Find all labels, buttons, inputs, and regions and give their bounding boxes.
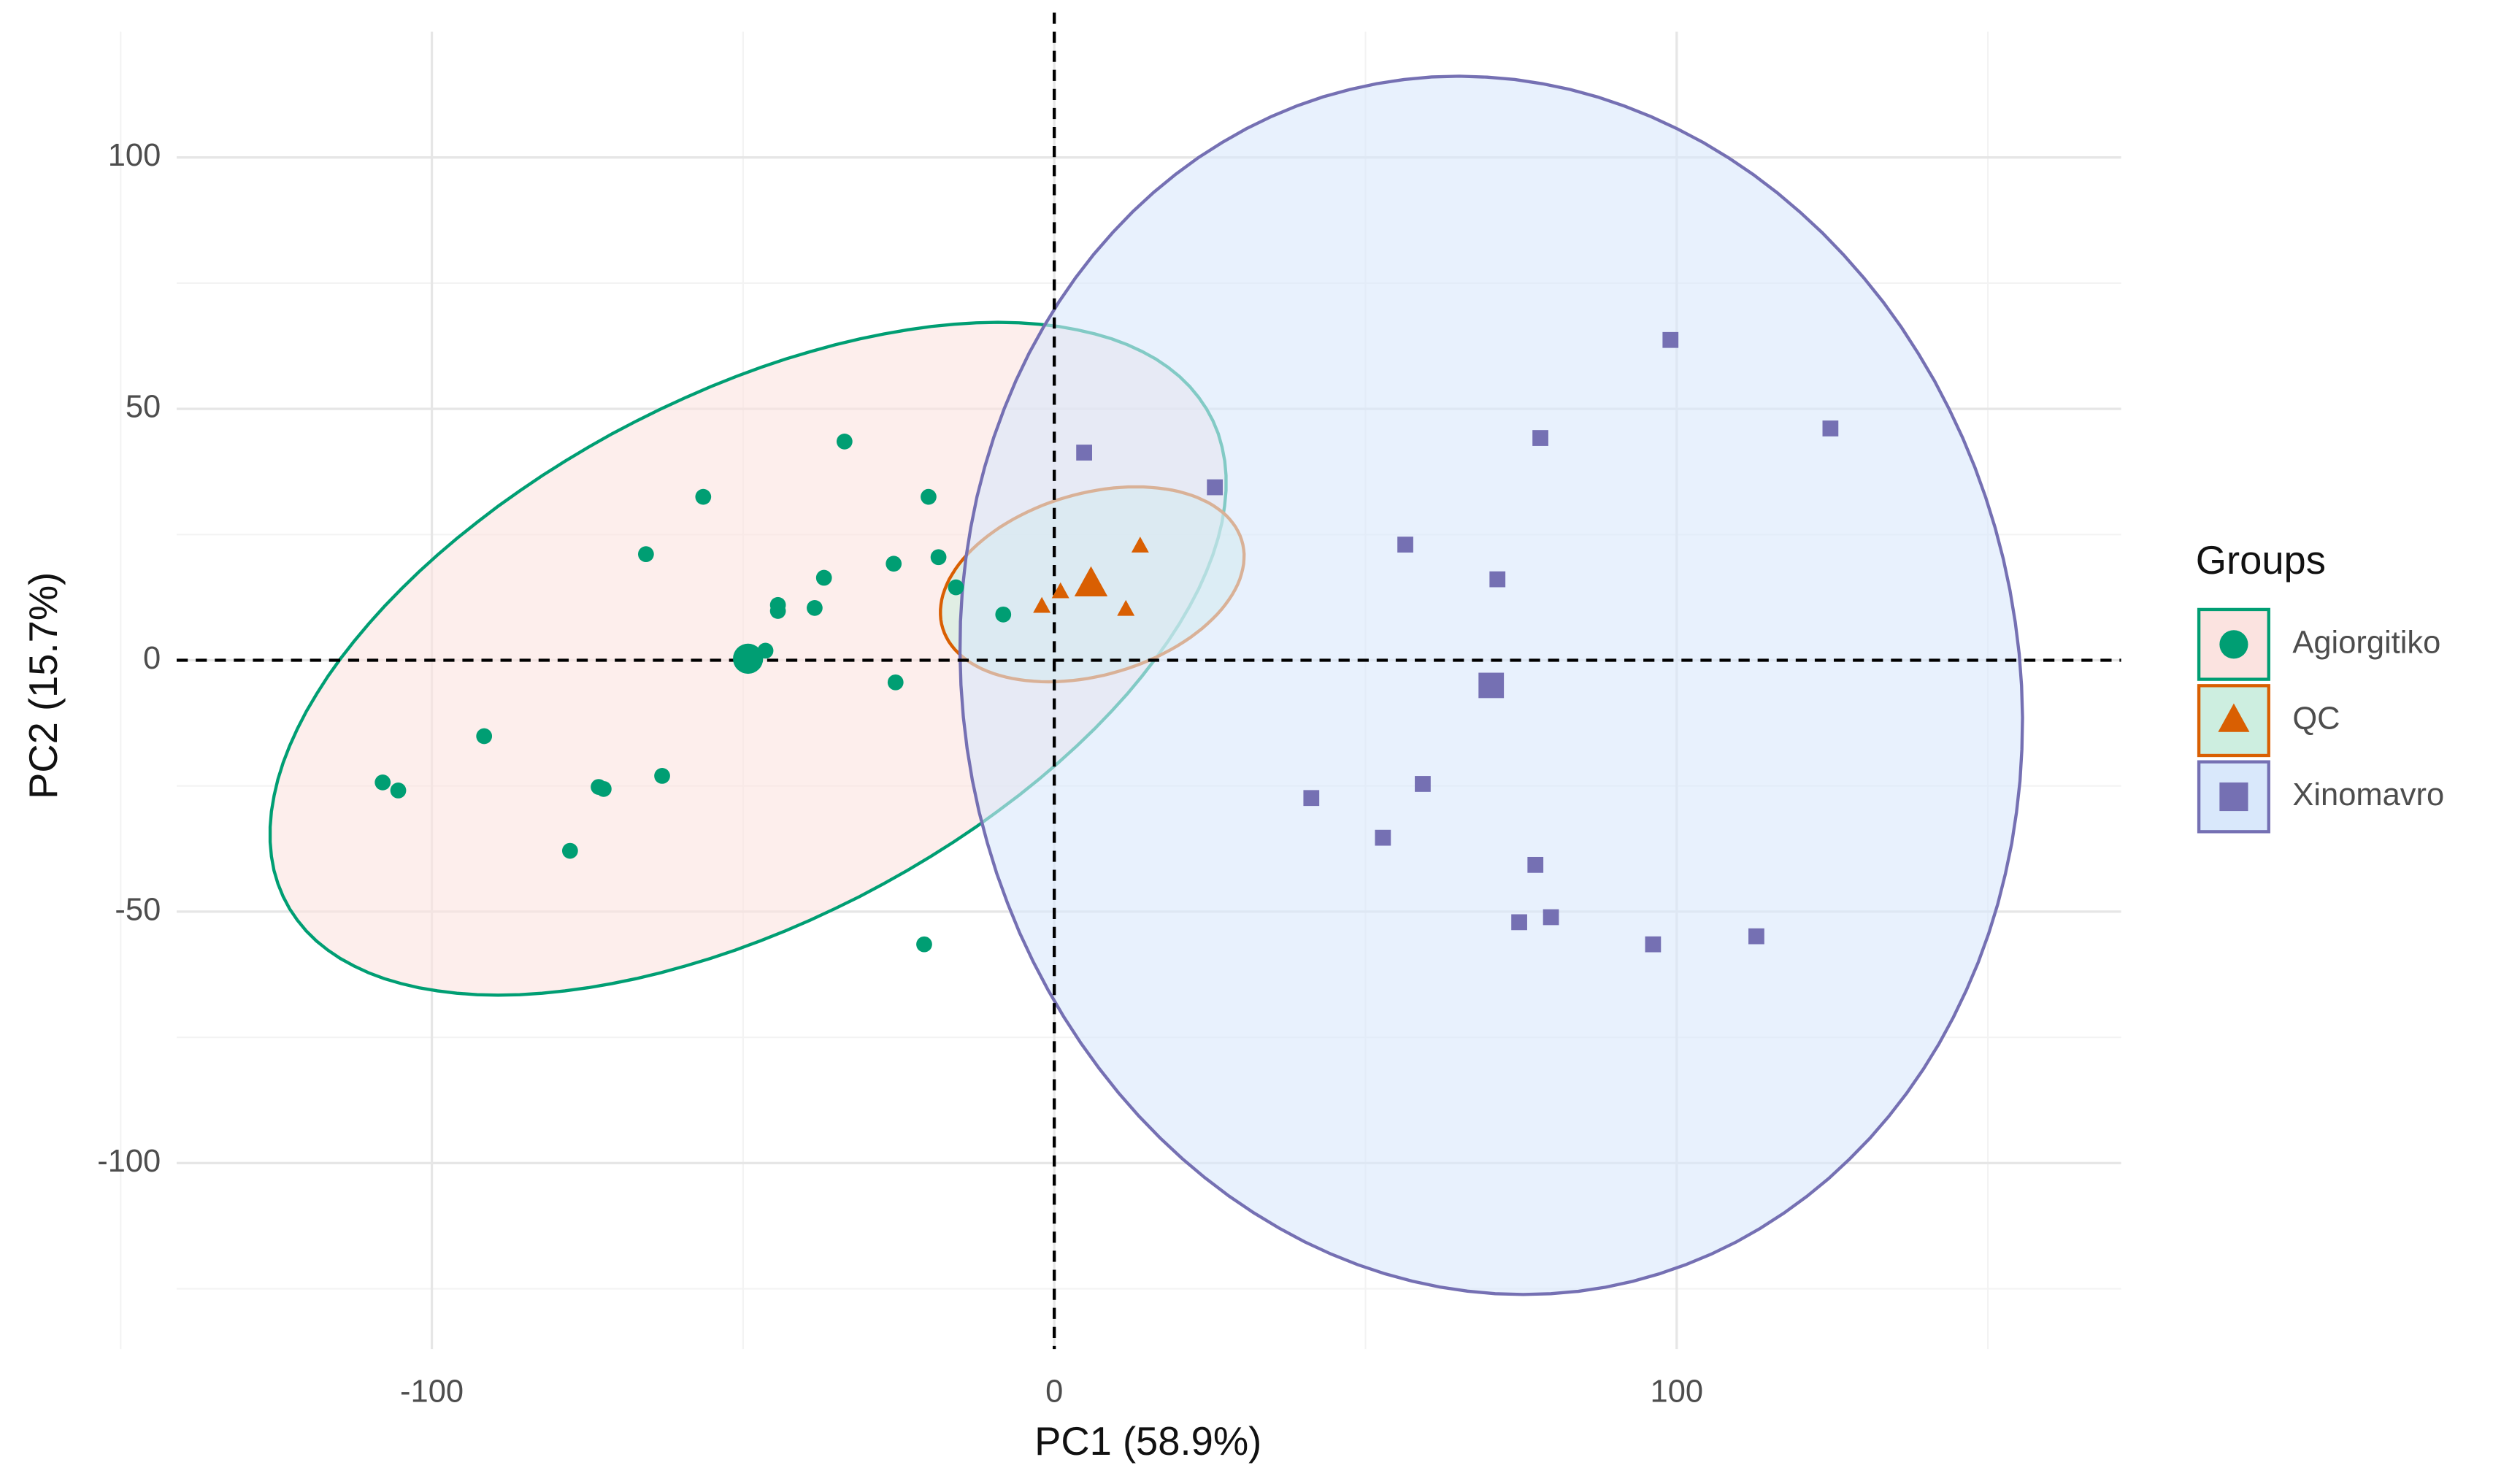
point	[1822, 420, 1839, 437]
x-axis-label: PC1 (58.9%)	[1034, 1419, 1261, 1464]
point	[695, 488, 712, 505]
point	[930, 549, 947, 566]
point	[1415, 776, 1431, 792]
point	[995, 606, 1012, 623]
y-axis-label: PC2 (15.7%)	[21, 572, 66, 799]
point	[815, 569, 832, 586]
x-tick-label: 0	[1045, 1375, 1063, 1410]
centroid	[1478, 672, 1505, 699]
point	[1375, 829, 1391, 846]
point	[1532, 430, 1548, 446]
y-tick-label: -100	[97, 1144, 161, 1179]
point	[1527, 856, 1544, 873]
point	[1033, 596, 1051, 613]
point	[1076, 445, 1092, 461]
point	[654, 768, 670, 784]
point	[807, 599, 823, 616]
legend-label: Xinomavro	[2292, 777, 2444, 812]
point	[1511, 914, 1527, 931]
zero-lines	[177, 12, 2121, 1350]
legend-title: Groups	[2196, 538, 2326, 583]
legend-marker	[2219, 630, 2248, 659]
legend-marker	[2219, 782, 2248, 812]
legend-marker	[2218, 703, 2250, 732]
y-tick-label: 100	[108, 138, 161, 173]
point	[921, 488, 937, 505]
point	[1748, 928, 1764, 945]
y-tick-label: 0	[143, 641, 161, 676]
point	[1543, 909, 1559, 926]
point	[1207, 479, 1224, 496]
point	[769, 603, 786, 619]
x-tick-label: -100	[400, 1375, 464, 1410]
point	[1489, 571, 1506, 588]
point	[948, 579, 964, 596]
y-tick-label: -50	[115, 892, 161, 927]
points	[374, 331, 1839, 953]
point	[1117, 599, 1135, 616]
legend-label: QC	[2292, 701, 2340, 737]
point	[836, 433, 853, 450]
point	[1662, 331, 1679, 348]
ellipses	[268, 74, 2024, 1296]
centroid	[733, 643, 764, 674]
point	[390, 783, 407, 799]
legend: Agiorgitiko QC Xinomavro	[2197, 607, 2444, 834]
point	[637, 546, 654, 563]
point	[1303, 790, 1320, 807]
point	[1645, 936, 1662, 953]
point	[1131, 537, 1149, 553]
point	[1051, 582, 1069, 599]
point	[374, 774, 391, 791]
centroid	[1074, 566, 1108, 597]
y-tick-label: 50	[126, 390, 161, 425]
point	[1397, 537, 1413, 553]
legend-label: Agiorgitiko	[2292, 625, 2440, 660]
point	[596, 780, 612, 797]
point	[887, 674, 904, 691]
point	[476, 728, 493, 745]
x-tick-label: 100	[1651, 1375, 1704, 1410]
point	[916, 936, 932, 953]
point	[561, 842, 578, 859]
point	[886, 555, 902, 572]
